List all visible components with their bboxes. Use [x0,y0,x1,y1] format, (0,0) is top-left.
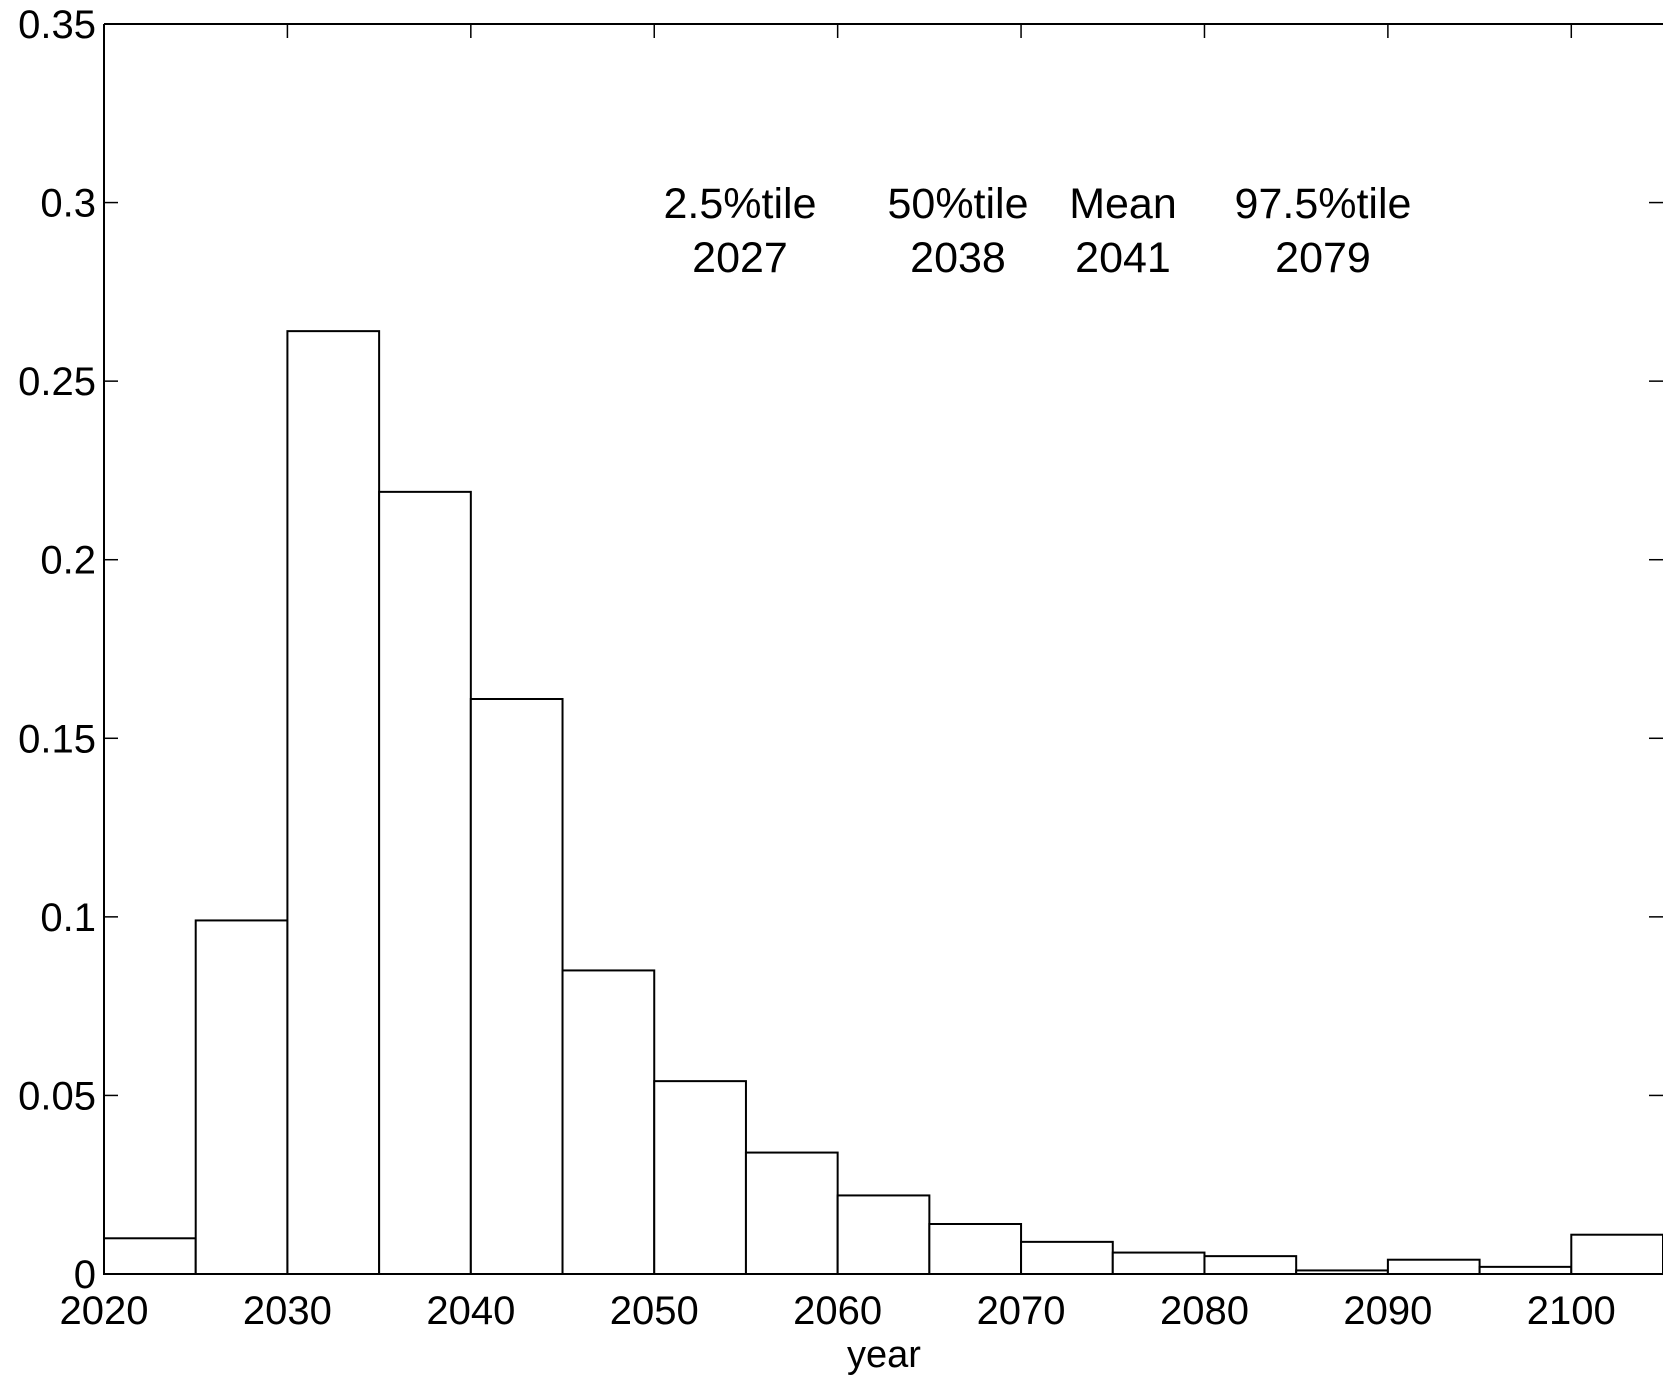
plot-axes-frame [103,23,1663,1275]
stat-label: Mean [1069,180,1177,228]
x-tick-labels: 2020 2030 2040 2050 2060 2070 2080 2090 2100 [60,1289,1616,1333]
x-tick-label: 2070 [977,1289,1066,1333]
x-tick-label: 2050 [610,1289,699,1333]
histogram-bar [1020,1240,1114,1275]
y-tick-label: 0 [74,1253,96,1297]
x-tick-label: 2080 [1160,1289,1249,1333]
histogram-bars [103,330,1663,1276]
stat-value: 2079 [1275,234,1371,282]
x-tick-label: 2100 [1527,1289,1616,1333]
x-tick-label: 2020 [60,1289,149,1333]
stat-value: 2038 [910,234,1006,282]
histogram-bar [1570,1233,1663,1275]
histogram-bar [1203,1255,1298,1276]
y-tick-label: 0.25 [18,360,96,404]
histogram-bar [653,1080,747,1276]
stat-value: 2041 [1075,234,1171,282]
histogram-bar [561,969,656,1275]
histogram-bar [378,490,472,1275]
y-tick-label: 0.15 [18,717,96,761]
histogram-bar [1111,1251,1206,1275]
axis-ticks [103,23,1663,1275]
x-tick-label: 2060 [793,1289,882,1333]
x-tick-label: 2090 [1343,1289,1432,1333]
histogram-bar [1386,1258,1481,1275]
y-tick-label: 0.2 [40,539,96,583]
stat-value: 2027 [692,234,788,282]
x-tick-label: 2040 [426,1289,515,1333]
y-tick-label: 0.3 [40,182,96,226]
histogram-bar [836,1194,931,1276]
histogram-bar [1478,1265,1573,1275]
stat-label: 97.5%tile [1235,180,1412,228]
histogram-bar [286,330,381,1275]
y-tick-label: 0.05 [18,1074,96,1118]
statistics-annotations: 2.5%tile 2027 50%tile 2038 Mean 2041 97.5%tile… [664,180,1412,282]
histogram-bar [744,1151,839,1275]
stat-label: 2.5%tile [664,180,817,228]
histogram-bar [928,1223,1023,1275]
histogram-bar [469,698,564,1275]
y-tick-labels: 0 0.05 0.1 0.15 0.2 0.25 0.3 0.35 [18,3,96,1297]
x-axis-label: year [847,1334,921,1376]
y-tick-label: 0.35 [18,3,96,47]
x-tick-label: 2030 [243,1289,332,1333]
histogram-bar [103,1237,197,1276]
stat-label: 50%tile [887,180,1028,228]
y-tick-label: 0.1 [40,896,96,940]
histogram-bar [194,919,289,1275]
